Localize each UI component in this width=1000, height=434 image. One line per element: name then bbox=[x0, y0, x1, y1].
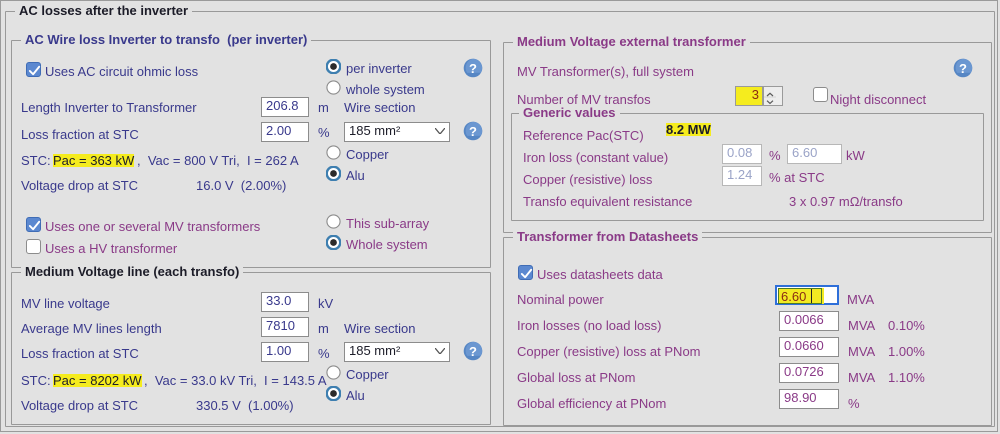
svg-text:?: ? bbox=[469, 124, 477, 139]
svg-text:?: ? bbox=[469, 61, 477, 76]
svg-text:?: ? bbox=[959, 61, 967, 76]
svg-text:?: ? bbox=[469, 344, 477, 359]
